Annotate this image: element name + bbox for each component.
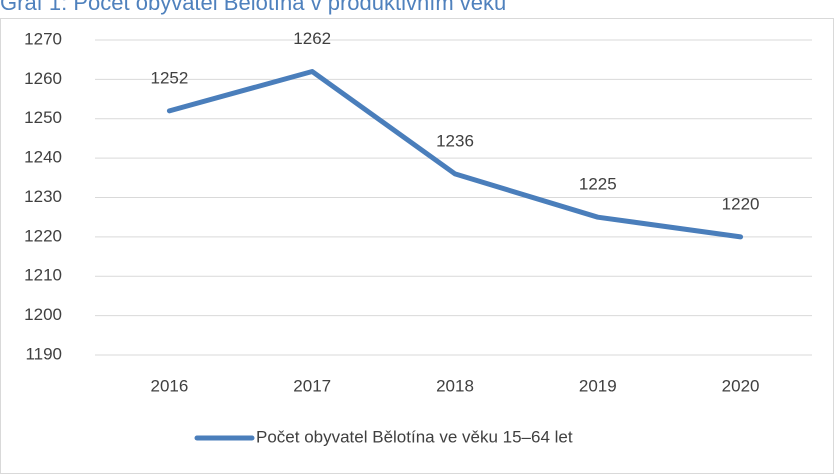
data-label: 1252	[150, 68, 188, 87]
x-tick-label: 2020	[722, 376, 760, 395]
y-tick-label: 1230	[24, 187, 62, 206]
y-tick-label: 1240	[24, 148, 62, 167]
x-tick-label: 2019	[579, 376, 617, 395]
x-tick-label: 2017	[293, 376, 331, 395]
data-label: 1225	[579, 175, 617, 194]
data-label: 1236	[436, 131, 474, 150]
data-label: 1262	[293, 29, 331, 48]
y-tick-label: 1210	[24, 266, 62, 285]
data-label: 1220	[722, 194, 760, 213]
x-tick-label: 2018	[436, 376, 474, 395]
y-tick-label: 1270	[24, 29, 62, 48]
series-line	[166, 69, 744, 240]
y-tick-label: 1190	[25, 344, 62, 363]
chart-frame	[0, 18, 834, 474]
y-tick-label: 1200	[24, 305, 62, 324]
y-tick-label: 1220	[24, 226, 62, 245]
legend-label: Počet obyvatel Bělotína ve věku 15–64 le…	[256, 427, 573, 446]
y-tick-label: 1260	[24, 69, 62, 88]
y-tick-label: 1250	[24, 108, 62, 127]
x-tick-label: 2016	[150, 376, 188, 395]
chart-title: Graf 1: Počet obyvatel Bělotína v produk…	[0, 0, 506, 15]
